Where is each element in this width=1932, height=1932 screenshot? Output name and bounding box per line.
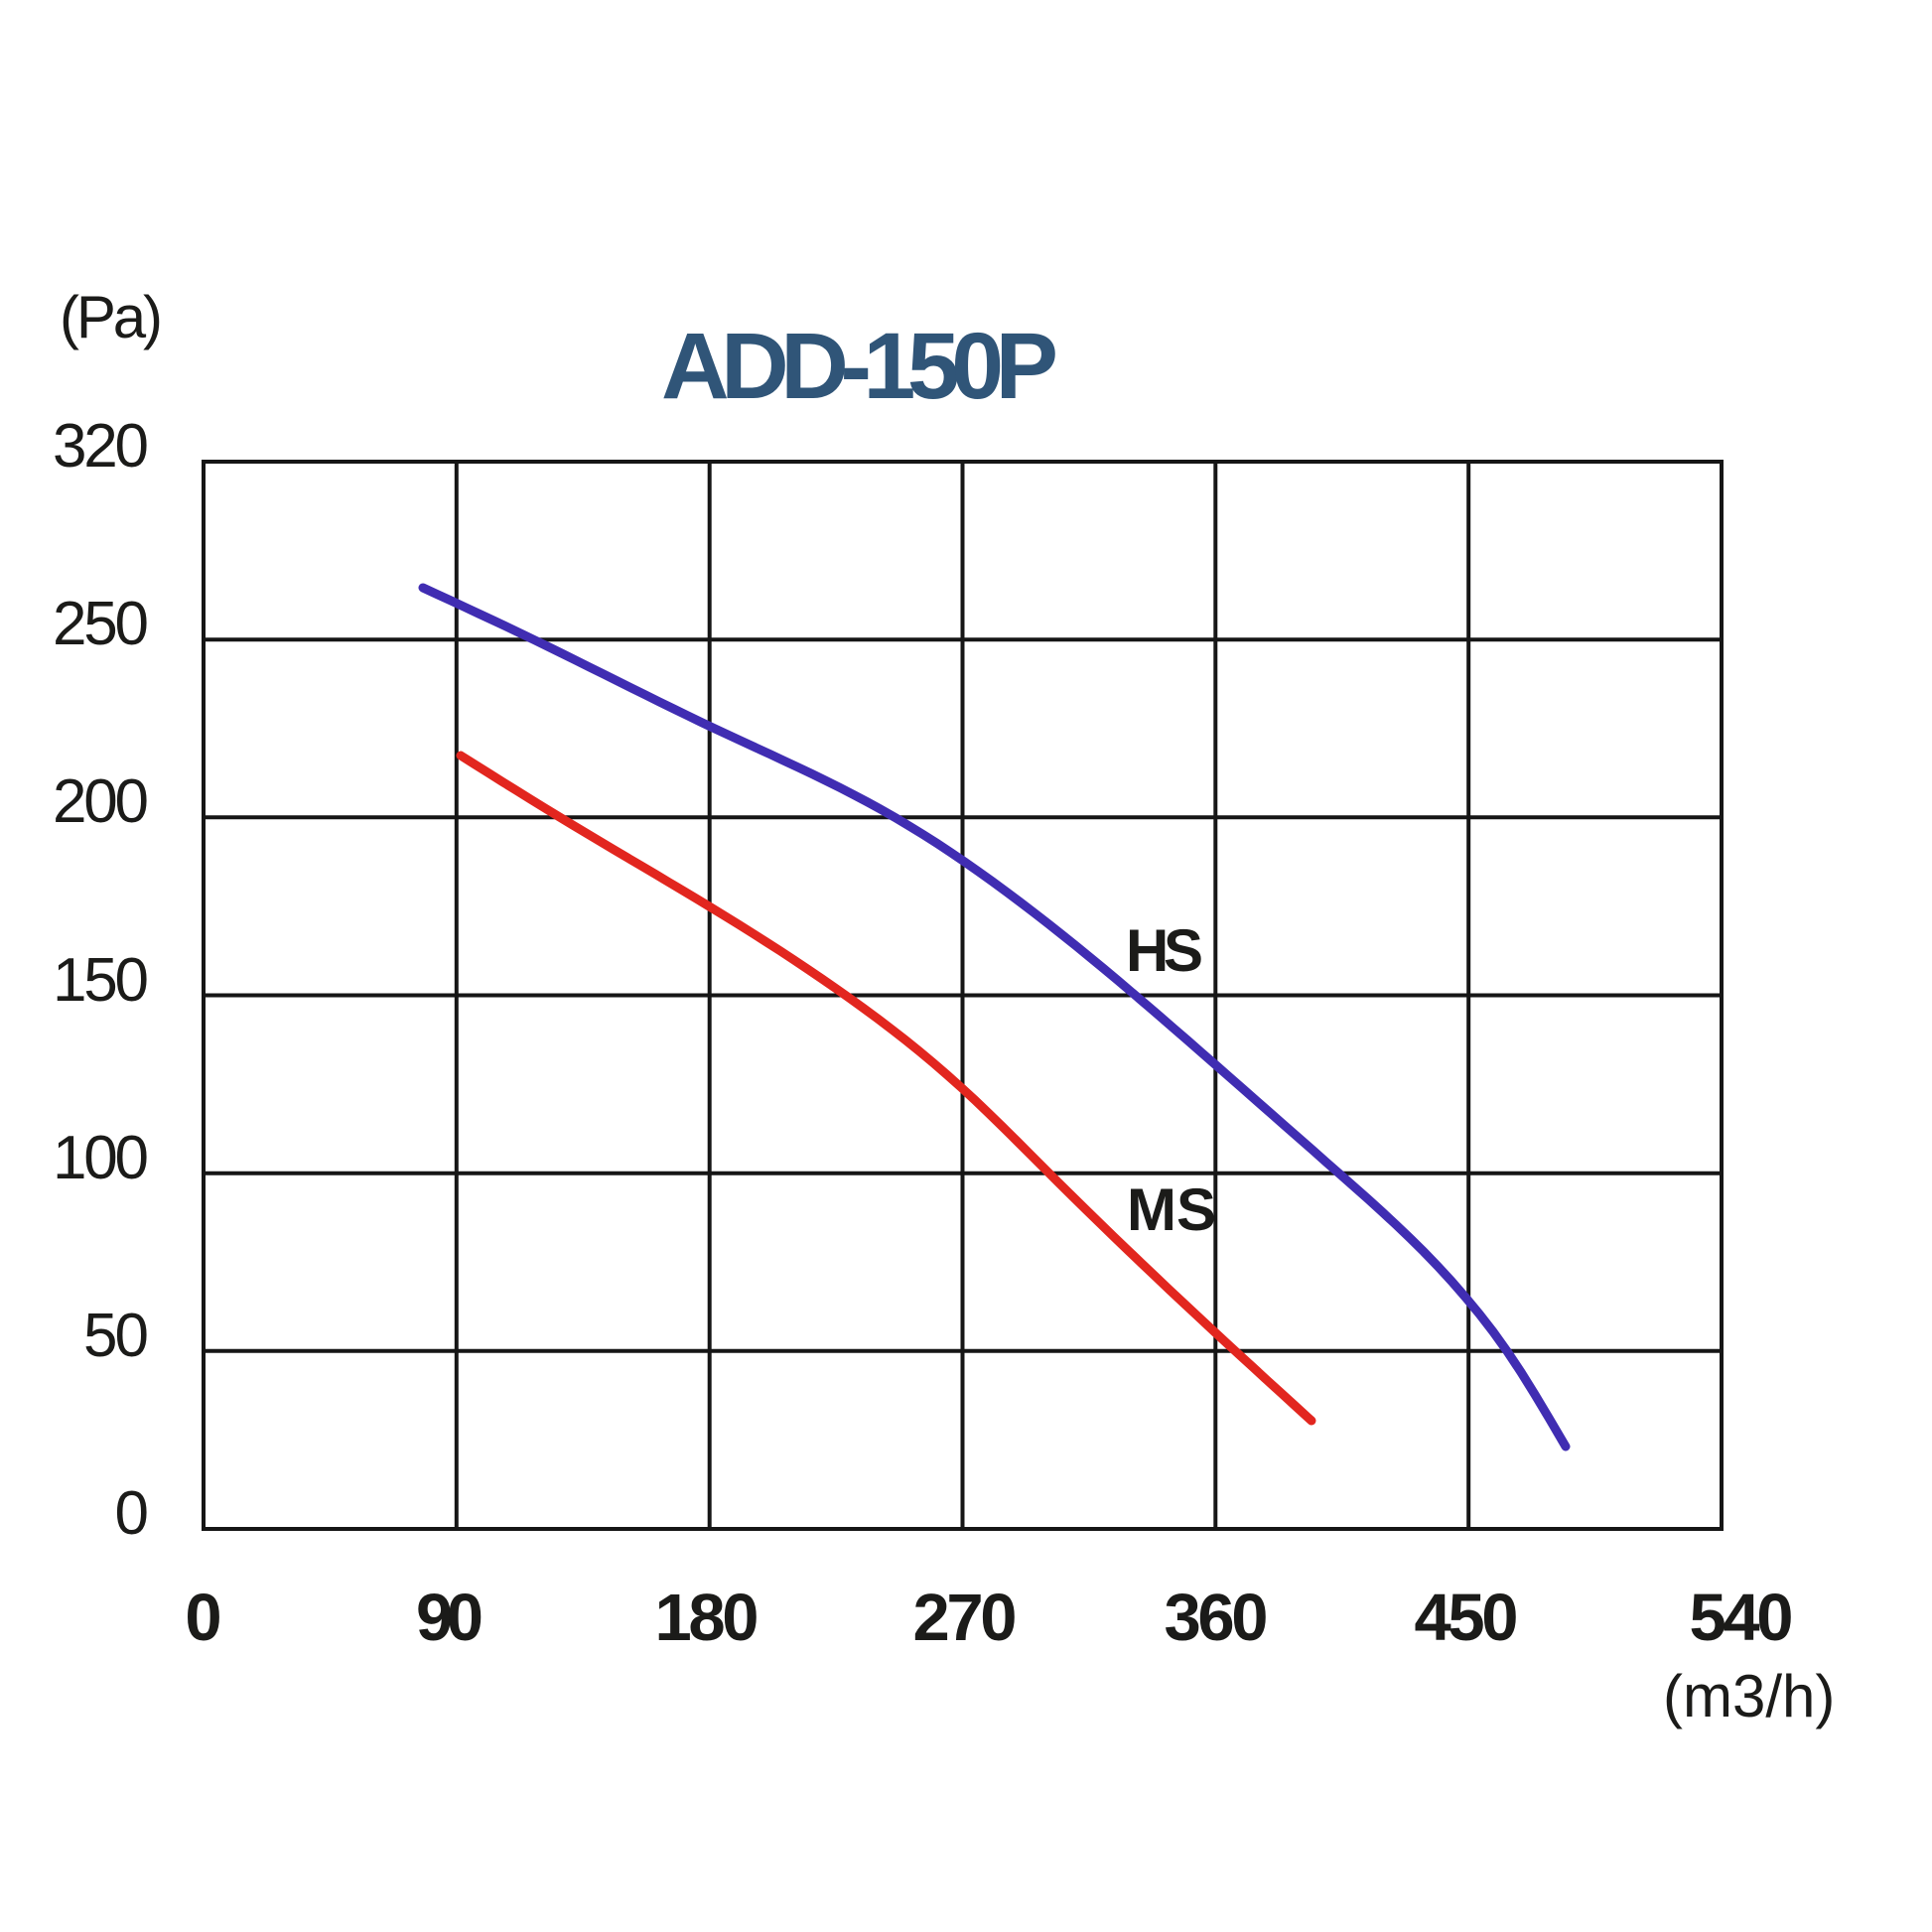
svg-text:270: 270 <box>913 1581 1018 1655</box>
svg-text:HS: HS <box>1126 917 1203 984</box>
svg-text:320: 320 <box>53 412 149 481</box>
svg-text:50: 50 <box>83 1302 149 1370</box>
svg-text:(Pa): (Pa) <box>60 284 163 350</box>
svg-text:150: 150 <box>53 946 149 1015</box>
svg-text:360: 360 <box>1165 1581 1269 1655</box>
svg-text:(m3/h): (m3/h) <box>1663 1663 1835 1729</box>
svg-text:180: 180 <box>655 1581 759 1655</box>
svg-text:90: 90 <box>416 1581 483 1655</box>
svg-text:100: 100 <box>53 1124 149 1192</box>
svg-text:ADD-150P: ADD-150P <box>661 314 1058 419</box>
svg-text:450: 450 <box>1415 1581 1519 1655</box>
svg-text:250: 250 <box>53 590 149 658</box>
svg-text:0: 0 <box>115 1479 149 1548</box>
svg-text:MS: MS <box>1127 1176 1216 1243</box>
svg-text:200: 200 <box>53 767 149 836</box>
svg-text:0: 0 <box>185 1581 221 1655</box>
svg-text:540: 540 <box>1690 1581 1794 1655</box>
